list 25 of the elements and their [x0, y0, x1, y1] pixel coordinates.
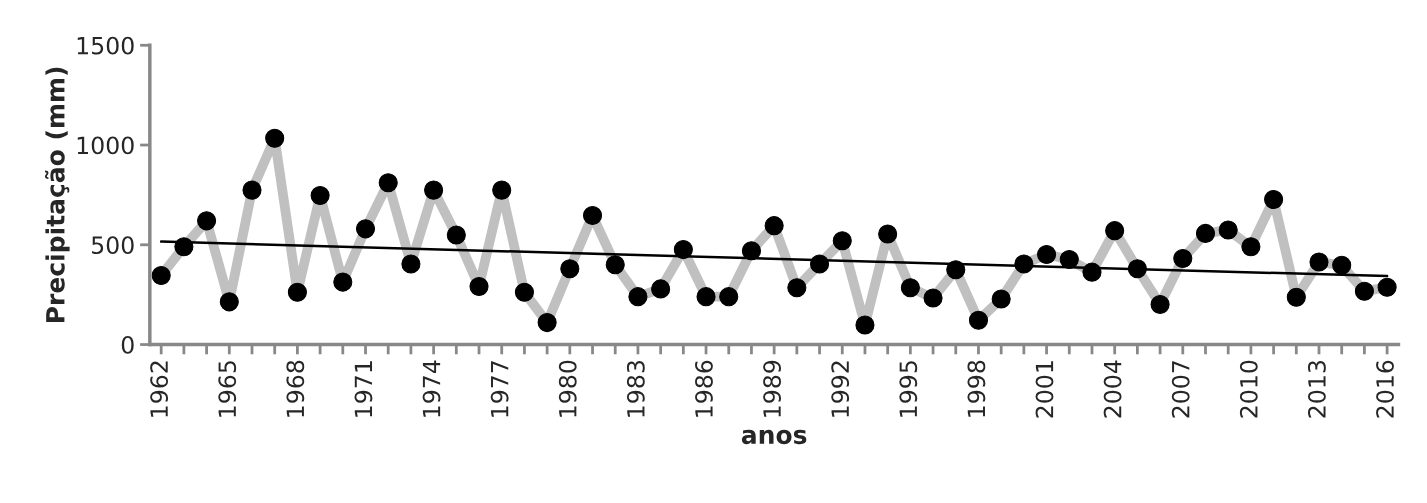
x-tick-label: 1962 [150, 361, 169, 417]
x-tick-label: 1977 [490, 361, 509, 417]
x-tick-label: 1989 [763, 360, 781, 417]
x-tick-label: 1971 [354, 361, 373, 417]
x-tick-label: 1986 [695, 360, 713, 417]
y-axis-title: Precipitação (mm) [44, 67, 70, 323]
x-tick-label: 1968 [286, 360, 305, 417]
x-axis-title: anos [741, 429, 807, 445]
x-tick-label: 1965 [218, 361, 237, 417]
x-tick-label: 1983 [626, 361, 645, 417]
y-tick-label: 1000 [77, 136, 134, 155]
x-tick-label: 2010 [1239, 360, 1258, 418]
x-tick-label: 1992 [831, 361, 850, 417]
x-tick-label: 2001 [1035, 361, 1054, 418]
x-tick-label: 2004 [1103, 360, 1122, 418]
x-tick-label: 1998 [967, 360, 986, 417]
y-tick-label: 1500 [77, 36, 134, 55]
x-tick-label: 1974 [422, 360, 441, 417]
x-tick-label: 1995 [899, 361, 918, 417]
x-tick-label: 1980 [558, 360, 577, 417]
x-tick-label: 2016 [1376, 360, 1394, 418]
x-tick-label: 2013 [1307, 361, 1326, 418]
y-tick-label: 0 [121, 336, 134, 354]
y-tick-label: 500 [92, 236, 134, 255]
x-tick-label: 2007 [1171, 361, 1190, 418]
